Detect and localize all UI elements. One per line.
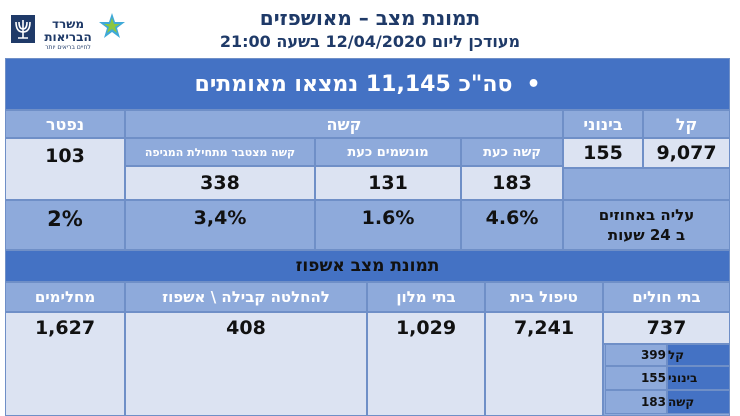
hospitals-value: 737 [603,312,730,344]
ventilated-pct: 1.6% [315,200,461,250]
hospitals-header: בתי חולים [603,282,730,312]
logo-tagline: לחיים בריאים יותר [45,44,91,51]
breakdown-mild-label: קל [667,344,730,366]
severe-now-pct: 4.6% [461,200,563,250]
severe-now-header: קשה כעת [461,138,563,166]
cumulative-severe-value: 338 [125,166,315,200]
statistics-table: • סה"כ 11,145 נמצאו מאומתים קל בינוני קש… [5,58,730,416]
page-title: תמונת מצב – מאושפזים [259,6,481,30]
hotels-value: 1,029 [367,312,485,416]
breakdown-mild-value: 399 [605,344,667,366]
deceased-pct: 2% [5,200,125,250]
mild-value: 9,077 [643,138,730,168]
deceased-header: נפטר [5,110,125,138]
breakdown-severe-value: 183 [605,390,667,414]
cumulative-severe-pct: 3,4% [125,200,315,250]
home-care-header: טיפול בית [485,282,603,312]
recovered-header: מחלימים [5,282,125,312]
ministry-logo: משרד הבריאות לחיים בריאים יותר [10,8,130,52]
update-timestamp: מעודכן ליום 12/04/2020 בשעה 21:00 [219,32,521,51]
star-icon [99,13,125,38]
severe-now-value: 183 [461,166,563,200]
cumulative-severe-header: קשה מצטבר מתחילת המגיפה [125,138,315,166]
severe-header: קשה [125,110,563,138]
pending-decision-header: להחלטה קבילה \ אשפוז [125,282,367,312]
pending-decision-value: 408 [125,312,367,416]
menorah-icon [11,15,35,43]
hotels-header: בתי מלון [367,282,485,312]
home-care-value: 7,241 [485,312,603,416]
bullet-icon: • [526,71,541,97]
ventilated-value: 131 [315,166,461,200]
breakdown-moderate-label: בינוני [667,366,730,390]
recovered-value: 1,627 [5,312,125,416]
mild-moderate-spacer [563,168,730,200]
daily-rise-label: עליה באחוזים ב 24 שעות [563,200,730,250]
breakdown-severe-label: קשה [667,390,730,414]
hospitalization-title: תמונת מצב אשפוז [5,250,730,282]
ventilated-header: מונשמים כעת [315,138,461,166]
moderate-header: בינוני [563,110,643,138]
logo-text: משרד הבריאות [44,17,92,44]
total-confirmed-text: סה"כ 11,145 נמצאו מאומתים [194,71,513,97]
breakdown-moderate-value: 155 [605,366,667,390]
daily-rise-label-line2: ב 24 שעות [607,226,686,244]
mild-header: קל [643,110,730,138]
moderate-value: 155 [563,138,643,168]
report-header: תמונת מצב – מאושפזים מעודכן ליום 12/04/2… [0,0,740,58]
daily-rise-label-line1: עליה באחוזים [598,206,695,224]
deceased-value: 103 [5,138,125,200]
total-confirmed-row: • סה"כ 11,145 נמצאו מאומתים [5,58,730,110]
